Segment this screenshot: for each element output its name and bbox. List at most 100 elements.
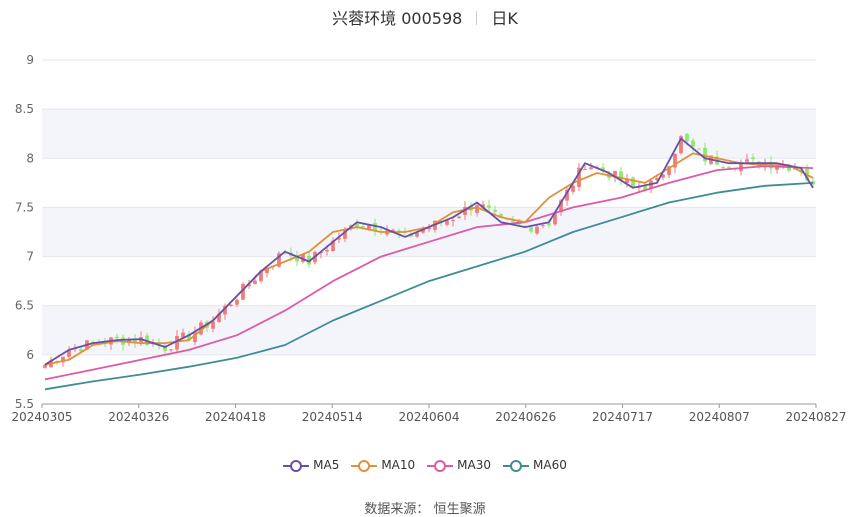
x-tick-label: 20240626 <box>495 410 556 424</box>
candle-body <box>43 364 47 368</box>
candle-body <box>211 321 215 329</box>
candle-body <box>655 178 659 181</box>
candle-body <box>181 332 185 338</box>
candle-body <box>487 205 491 209</box>
grid-band <box>42 305 816 355</box>
candle-body <box>361 226 365 228</box>
candle-body <box>601 167 605 172</box>
candle-body <box>427 227 431 230</box>
candle-body <box>337 238 341 240</box>
legend-item-ma5[interactable]: MA5 <box>283 458 339 473</box>
candle-body <box>421 229 425 233</box>
legend-marker <box>503 459 530 472</box>
candle-body <box>643 185 647 190</box>
x-tick-label: 20240514 <box>302 410 363 424</box>
candle-body <box>391 229 395 232</box>
candle-body <box>727 166 731 169</box>
candle-body <box>307 255 311 265</box>
x-tick-label: 20240807 <box>689 410 750 424</box>
candle-body <box>589 167 593 170</box>
title-divider <box>476 11 478 25</box>
y-tick-label: 9 <box>26 53 34 67</box>
candle-body <box>355 223 359 227</box>
chart-legend: MA5 MA10 MA30 MA60 <box>0 458 850 473</box>
candle-body <box>559 200 563 213</box>
y-tick-label: 5.5 <box>15 397 34 411</box>
candle-body <box>481 204 485 208</box>
candle-body <box>229 304 233 306</box>
candle-body <box>535 226 539 234</box>
candle-body <box>613 170 617 178</box>
grid-band <box>42 109 816 159</box>
candle-body <box>529 227 533 232</box>
legend-label: MA60 <box>533 458 567 472</box>
candle-body <box>247 284 251 287</box>
candle-body <box>133 338 137 343</box>
period-label: 日K <box>491 9 518 28</box>
candle-body <box>685 133 689 142</box>
legend-label: MA30 <box>457 458 492 472</box>
y-tick-label: 6.5 <box>15 299 34 313</box>
x-tick-label: 20240604 <box>398 410 459 424</box>
candle-body <box>565 189 569 201</box>
y-tick-label: 6 <box>26 348 34 362</box>
ma5-line <box>44 137 814 366</box>
candle-body <box>343 228 347 239</box>
candle-body <box>217 313 221 322</box>
candle-body <box>325 249 329 252</box>
candle-body <box>679 136 683 154</box>
candle-body <box>259 270 263 282</box>
candle-body <box>193 332 197 343</box>
candle-body <box>739 162 743 172</box>
candle-body <box>811 181 815 185</box>
kline-chart: 5.5 6 6.5 7 7.5 8 8.5 9 20240305 20240326 20240418… <box>11 53 846 424</box>
candle-body <box>697 148 701 150</box>
candle-body <box>157 342 161 346</box>
x-tick-label: 20240418 <box>205 410 266 424</box>
candle-body <box>301 254 305 262</box>
candle-body <box>241 284 245 300</box>
x-tick-label: 20240326 <box>108 410 169 424</box>
ma60-line <box>44 182 814 391</box>
candle-body <box>277 253 281 267</box>
candle-body <box>61 356 65 363</box>
candle-body <box>499 214 503 218</box>
stock-name: 兴蓉环境 000598 <box>332 9 463 28</box>
legend-marker <box>351 459 378 472</box>
candle-body <box>547 223 551 226</box>
candle-body <box>475 205 479 213</box>
candle-body <box>751 157 755 160</box>
candle-body <box>667 166 671 176</box>
candle-body <box>745 159 749 162</box>
data-source: 数据来源： 恒生聚源 <box>0 498 850 517</box>
candle-body <box>331 240 335 251</box>
candle-body <box>583 169 587 171</box>
candle-body <box>553 213 557 225</box>
candle-body <box>187 334 191 340</box>
legend-label: MA10 <box>381 458 416 472</box>
candle-body <box>451 220 455 222</box>
source-label: 数据来源： <box>364 502 430 517</box>
y-tick-label: 8 <box>26 151 34 165</box>
legend-item-ma60[interactable]: MA60 <box>503 458 567 473</box>
legend-marker <box>283 459 310 472</box>
candle-body <box>67 350 71 357</box>
candle-body <box>691 140 695 147</box>
candle-body <box>79 349 83 352</box>
candle-body <box>775 165 779 170</box>
legend-item-ma10[interactable]: MA10 <box>351 458 415 473</box>
candle-body <box>703 147 707 162</box>
candle-body <box>163 345 167 351</box>
candle-body <box>673 153 677 168</box>
candle-body <box>295 256 299 262</box>
candle-body <box>415 232 419 237</box>
candle-body <box>661 174 665 178</box>
candle-body <box>463 207 467 215</box>
chart-title: 兴蓉环境 000598 日K <box>0 5 850 29</box>
candle-body <box>619 171 623 181</box>
candle-body <box>373 223 377 231</box>
candle-body <box>235 299 239 305</box>
legend-item-ma30[interactable]: MA30 <box>427 458 491 473</box>
candle-body <box>577 167 581 187</box>
x-tick-label: 20240827 <box>785 410 846 424</box>
